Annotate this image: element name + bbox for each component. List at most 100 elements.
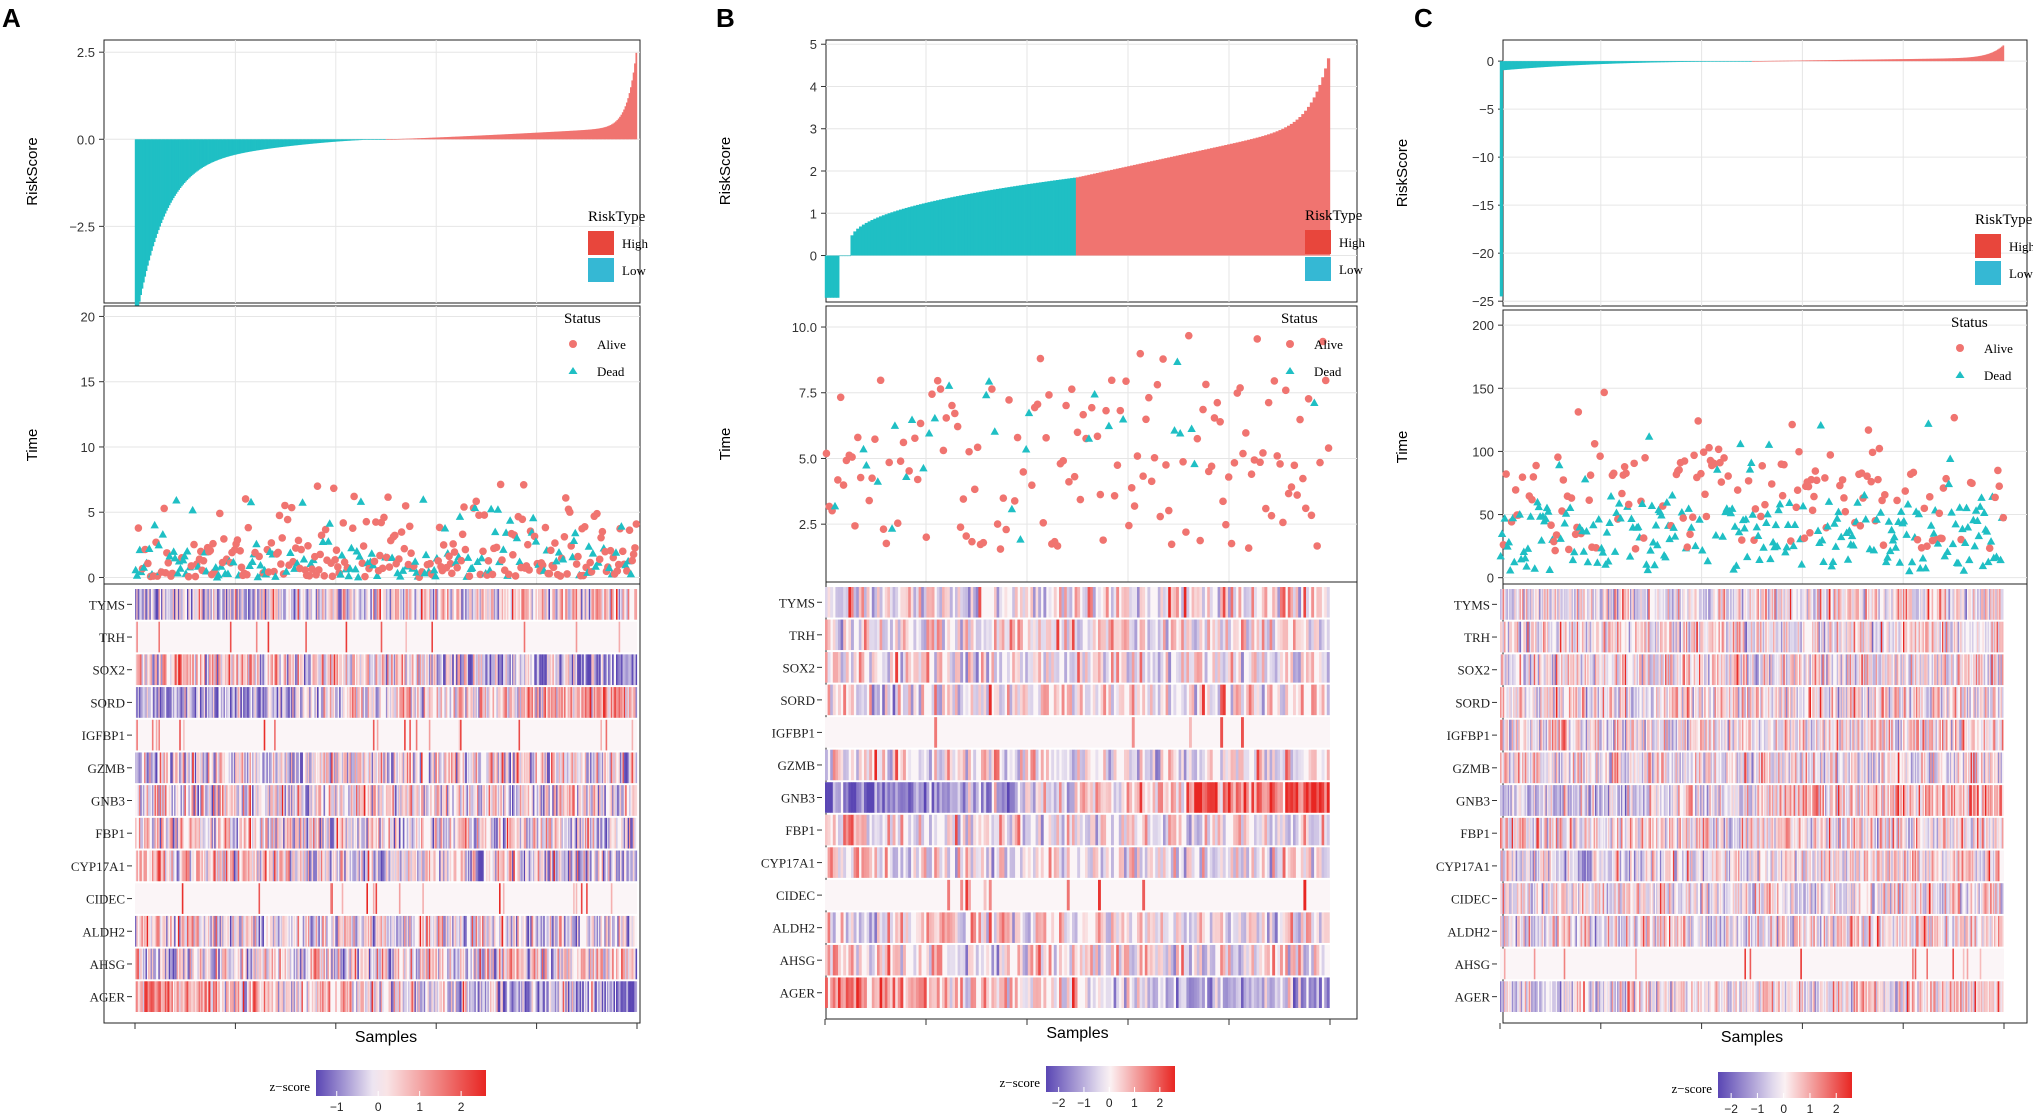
heatmap-cell	[1134, 619, 1138, 651]
heatmap-cell	[596, 785, 599, 816]
risk-bar	[341, 139, 343, 142]
heatmap-cell	[547, 654, 549, 686]
heatmap-cell	[586, 687, 588, 718]
risk-bar	[431, 137, 434, 140]
heatmap-cell	[320, 948, 323, 980]
heatmap-cell	[544, 850, 547, 882]
heatmap-cell	[396, 981, 398, 1012]
heatmap-cell	[1020, 684, 1023, 716]
heatmap-cell	[591, 654, 593, 686]
risk-bar	[155, 139, 157, 238]
heatmap-cell	[181, 654, 184, 686]
heatmap-cell	[214, 915, 216, 947]
heatmap-cell	[575, 752, 578, 784]
heatmap-cell	[150, 654, 153, 686]
heatmap-cell	[453, 948, 456, 980]
status-point-alive	[1136, 349, 1145, 358]
heatmap-cell	[1160, 684, 1164, 716]
heatmap-cell	[193, 915, 196, 947]
heatmap-cell	[1007, 619, 1010, 651]
risk-bar	[141, 139, 144, 289]
heatmap-cell	[175, 589, 177, 620]
heatmap-cell	[411, 687, 414, 718]
heatmap-cell	[350, 785, 353, 816]
status-point-alive	[1267, 511, 1276, 520]
heatmap-cell	[175, 752, 177, 784]
heatmap-cell	[577, 752, 579, 784]
heatmap-cell	[934, 684, 938, 716]
heatmap-cell	[209, 981, 211, 1012]
heatmap-cell	[255, 687, 258, 718]
heatmap-cell	[278, 785, 280, 816]
heatmap-cell	[248, 817, 250, 849]
risk-bar	[423, 137, 426, 140]
heatmap-cell	[527, 687, 530, 718]
heatmap-cell	[614, 817, 617, 849]
heatmap-cell	[825, 652, 828, 683]
heatmap-cell	[1321, 684, 1325, 716]
heatmap-cell	[309, 915, 311, 947]
survival-ytick-label: 10.0	[792, 320, 817, 335]
heatmap-cell	[248, 981, 250, 1012]
heatmap-cell	[488, 948, 491, 980]
risk-bar	[237, 139, 240, 154]
status-point-alive	[461, 545, 470, 554]
heatmap-cell	[578, 981, 580, 1012]
heatmap-cell	[348, 785, 350, 816]
heatmap-cell	[406, 589, 409, 620]
heatmap-cell	[310, 817, 313, 849]
status-point-alive	[1142, 415, 1150, 424]
heatmap-cell	[1113, 587, 1117, 618]
heatmap-cell	[398, 752, 401, 784]
heatmap-cell	[595, 687, 597, 718]
heatmap-cell	[408, 589, 410, 620]
heatmap-cell	[1152, 652, 1156, 683]
status-point-dead	[830, 501, 840, 510]
heatmap-cell	[242, 785, 245, 816]
heatmap-cell	[346, 752, 349, 784]
heatmap-cell	[305, 915, 307, 947]
heatmap-cell	[489, 948, 492, 980]
heatmap-cell	[444, 687, 446, 718]
risk-bar	[1281, 128, 1285, 256]
heatmap-cell	[1121, 619, 1125, 651]
heatmap-cell	[453, 752, 456, 784]
heatmap-cell	[629, 817, 631, 849]
heatmap-cell	[262, 589, 264, 620]
heatmap-cell	[1300, 652, 1304, 683]
heatmap-cell	[296, 654, 298, 686]
heatmap-cell	[268, 850, 271, 882]
heatmap-row-bg	[135, 883, 637, 914]
heatmap-cell	[323, 981, 326, 1012]
heatmap-cell	[205, 654, 207, 686]
heatmap-cell	[190, 817, 193, 849]
heatmap-cell	[431, 687, 433, 718]
heatmap-cell	[601, 850, 604, 882]
heatmap-cell	[497, 752, 500, 784]
heatmap-cell	[366, 883, 368, 914]
status-point-alive	[236, 547, 244, 555]
heatmap-cell	[284, 589, 287, 620]
heatmap-cell	[237, 948, 240, 980]
heatmap-cell	[618, 654, 621, 686]
heatmap-cell	[428, 850, 431, 882]
status-point-dead	[944, 381, 954, 389]
heatmap-cell	[309, 589, 311, 620]
heatmap-cell	[265, 850, 267, 882]
status-point-dead	[919, 463, 928, 472]
heatmap-cell	[515, 981, 518, 1012]
heatmap-cell	[1248, 684, 1252, 716]
heatmap-cell	[580, 752, 583, 784]
status-point-alive	[913, 475, 922, 484]
heatmap-cell	[309, 850, 311, 882]
heatmap-cell	[565, 850, 567, 882]
heatmap-cell	[599, 981, 601, 1012]
heatmap-cell	[170, 850, 172, 882]
heatmap-cell	[1293, 652, 1296, 683]
heatmap-cell	[1124, 652, 1127, 683]
heatmap-cell	[551, 948, 553, 980]
risk-bar	[612, 123, 615, 140]
heatmap-cell	[151, 719, 154, 751]
heatmap-cell	[380, 948, 383, 980]
heatmap-cell	[161, 654, 163, 686]
